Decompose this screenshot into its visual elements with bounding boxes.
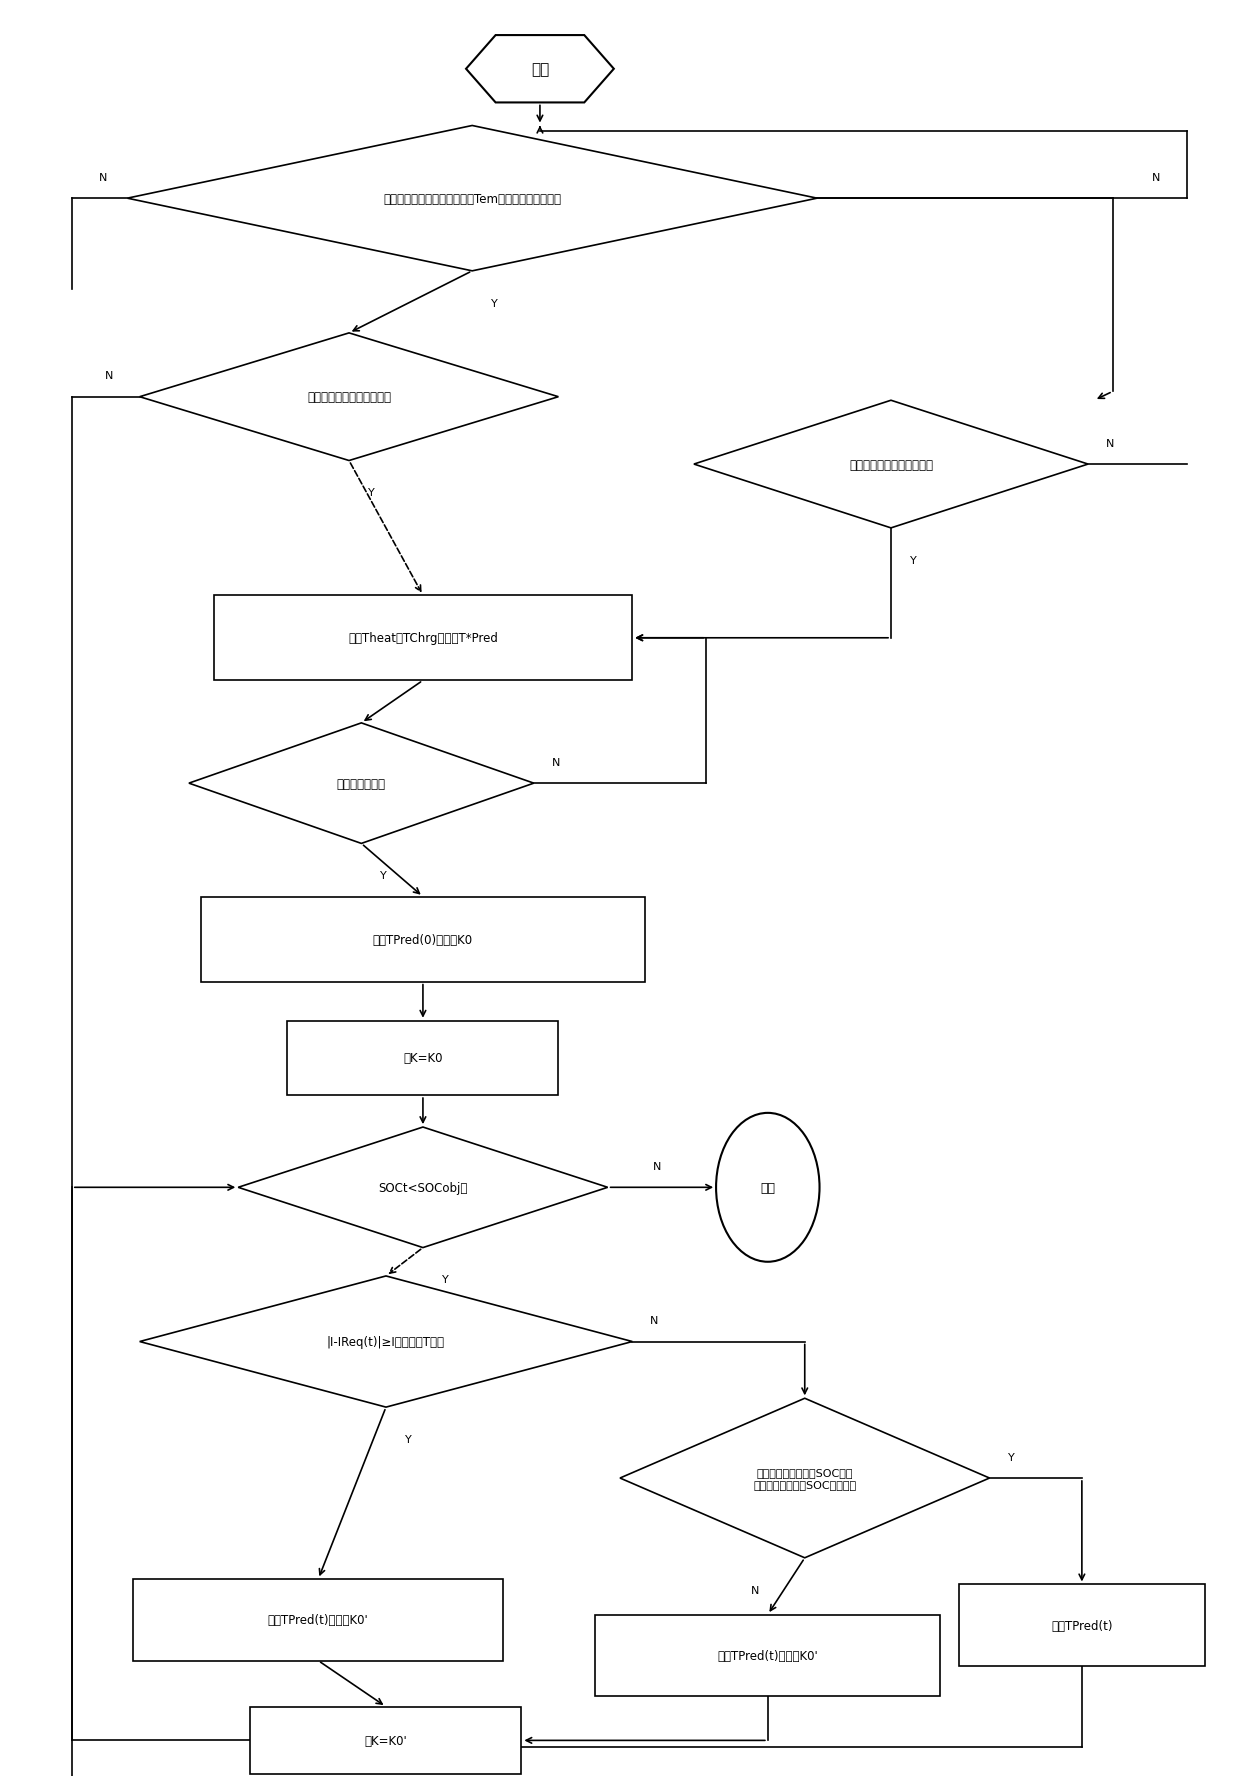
- Bar: [201, 897, 645, 983]
- Text: Y: Y: [1008, 1452, 1016, 1461]
- Bar: [250, 1707, 522, 1775]
- Text: 充电状态标志位表示充电？: 充电状态标志位表示充电？: [849, 457, 932, 472]
- Circle shape: [715, 1112, 820, 1262]
- Polygon shape: [466, 36, 614, 103]
- Text: 当前时刻的充电目标SOC值与
前一次的充电目标SOC值一致？: 当前时刻的充电目标SOC值与 前一次的充电目标SOC值一致？: [753, 1467, 857, 1490]
- Text: N: N: [652, 1161, 661, 1171]
- Text: 使K=K0: 使K=K0: [403, 1052, 443, 1064]
- Text: N: N: [1152, 173, 1159, 183]
- Text: 确定Theat、TChrg，计算T*Pred: 确定Theat、TChrg，计算T*Pred: [348, 632, 498, 644]
- Text: 计算TPred(t)，计算K0': 计算TPred(t)，计算K0': [268, 1613, 368, 1627]
- Text: Y: Y: [381, 870, 387, 881]
- Bar: [595, 1614, 940, 1696]
- Text: N: N: [650, 1315, 658, 1326]
- Text: 使K=K0': 使K=K0': [365, 1734, 408, 1746]
- Text: SOCt<SOCobj？: SOCt<SOCobj？: [378, 1182, 467, 1194]
- Text: 计算TPred(0)，计算K0: 计算TPred(0)，计算K0: [373, 933, 472, 947]
- Text: 开始: 开始: [531, 62, 549, 77]
- Text: 充电状态标志位表示充电？: 充电状态标志位表示充电？: [308, 392, 391, 404]
- Text: Y: Y: [441, 1274, 449, 1285]
- Text: 结束: 结束: [760, 1182, 775, 1194]
- Polygon shape: [140, 333, 558, 461]
- Text: Y: Y: [491, 299, 497, 308]
- Text: 计算TPred(t): 计算TPred(t): [1052, 1618, 1112, 1632]
- Text: N: N: [751, 1584, 760, 1595]
- Polygon shape: [140, 1276, 632, 1408]
- Bar: [288, 1022, 558, 1095]
- Text: Y: Y: [910, 555, 916, 566]
- Text: Y: Y: [368, 488, 374, 498]
- Text: Y: Y: [404, 1435, 412, 1444]
- Polygon shape: [694, 400, 1087, 529]
- Polygon shape: [128, 126, 817, 272]
- Bar: [213, 596, 632, 682]
- Text: 当前时刻的动力电池温度小于Tem阈且加热状态激活？: 当前时刻的动力电池温度小于Tem阈且加热状态激活？: [383, 192, 562, 205]
- Text: |I-IReq(t)|≥I阈且持续T阈？: |I-IReq(t)|≥I阈且持续T阈？: [327, 1335, 445, 1347]
- Text: N: N: [98, 173, 107, 183]
- Polygon shape: [620, 1399, 990, 1558]
- Polygon shape: [188, 723, 533, 844]
- Text: N: N: [1106, 438, 1115, 449]
- Bar: [959, 1584, 1205, 1666]
- Text: N: N: [552, 758, 560, 767]
- Bar: [134, 1579, 503, 1661]
- Text: 计算TPred(t)，计算K0': 计算TPred(t)，计算K0': [718, 1648, 818, 1663]
- Text: 加热状态消失？: 加热状态消失？: [337, 778, 386, 790]
- Text: N: N: [104, 372, 113, 381]
- Polygon shape: [238, 1127, 608, 1248]
